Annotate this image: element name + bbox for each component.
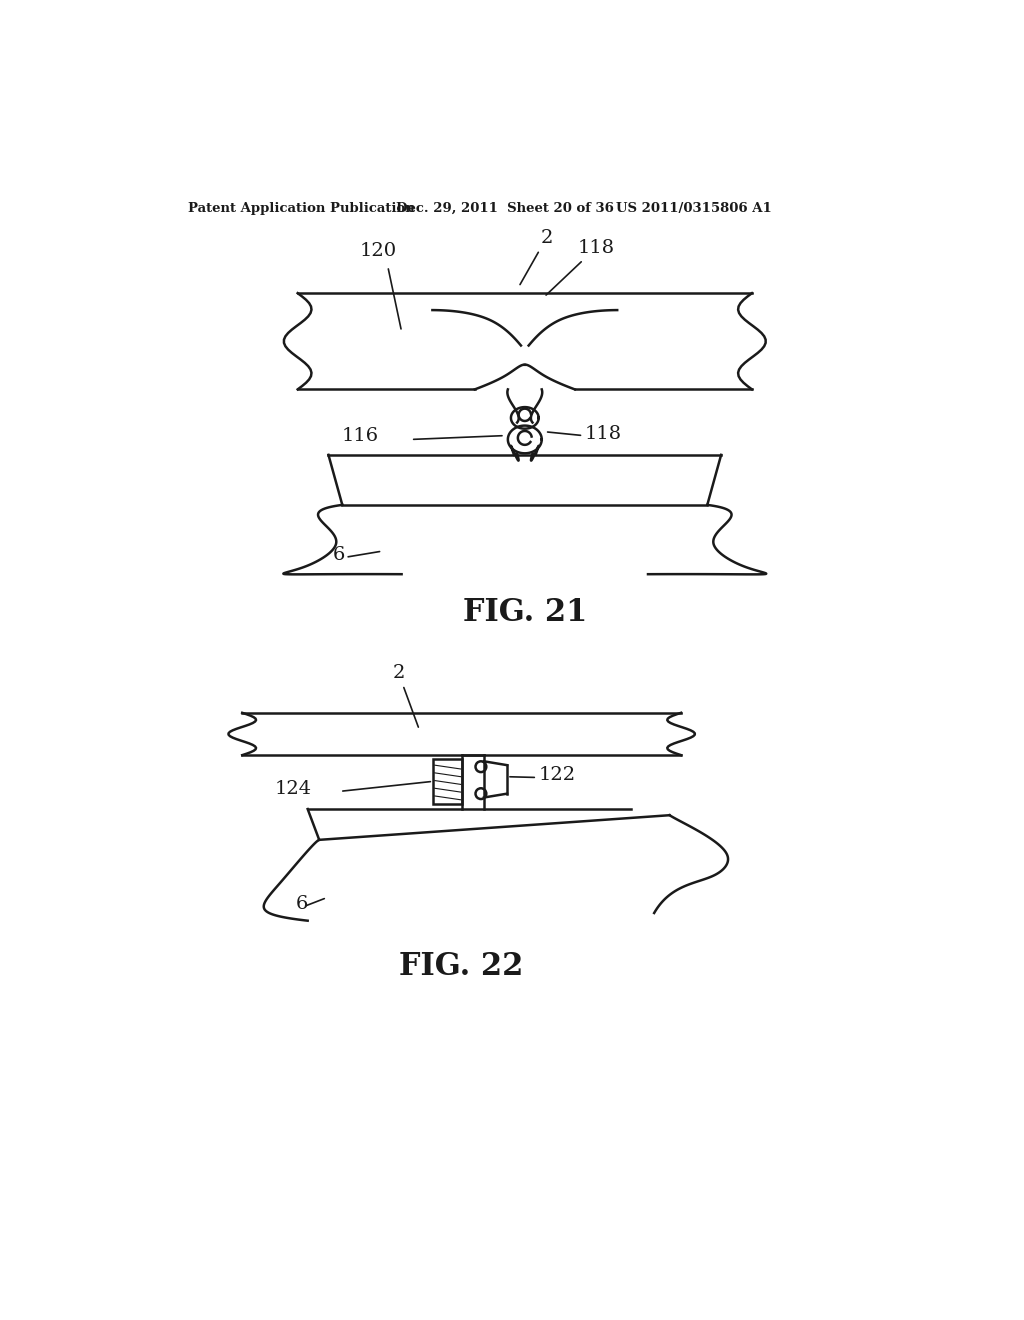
Text: 2: 2 xyxy=(520,230,553,285)
Text: 122: 122 xyxy=(539,766,575,784)
Text: Patent Application Publication: Patent Application Publication xyxy=(188,202,415,215)
Text: 116: 116 xyxy=(341,426,379,445)
Text: 6: 6 xyxy=(333,546,345,565)
Text: FIG. 21: FIG. 21 xyxy=(463,597,587,628)
Text: 118: 118 xyxy=(585,425,622,444)
Text: 124: 124 xyxy=(274,780,311,797)
Bar xyxy=(433,759,463,804)
Text: US 2011/0315806 A1: US 2011/0315806 A1 xyxy=(615,202,771,215)
Text: 6: 6 xyxy=(296,895,308,913)
Text: 2: 2 xyxy=(392,664,419,727)
Text: FIG. 22: FIG. 22 xyxy=(399,952,524,982)
Circle shape xyxy=(475,788,486,799)
Text: 118: 118 xyxy=(546,239,614,296)
Circle shape xyxy=(475,762,486,772)
Text: Dec. 29, 2011  Sheet 20 of 36: Dec. 29, 2011 Sheet 20 of 36 xyxy=(396,202,614,215)
Text: 120: 120 xyxy=(359,242,396,260)
